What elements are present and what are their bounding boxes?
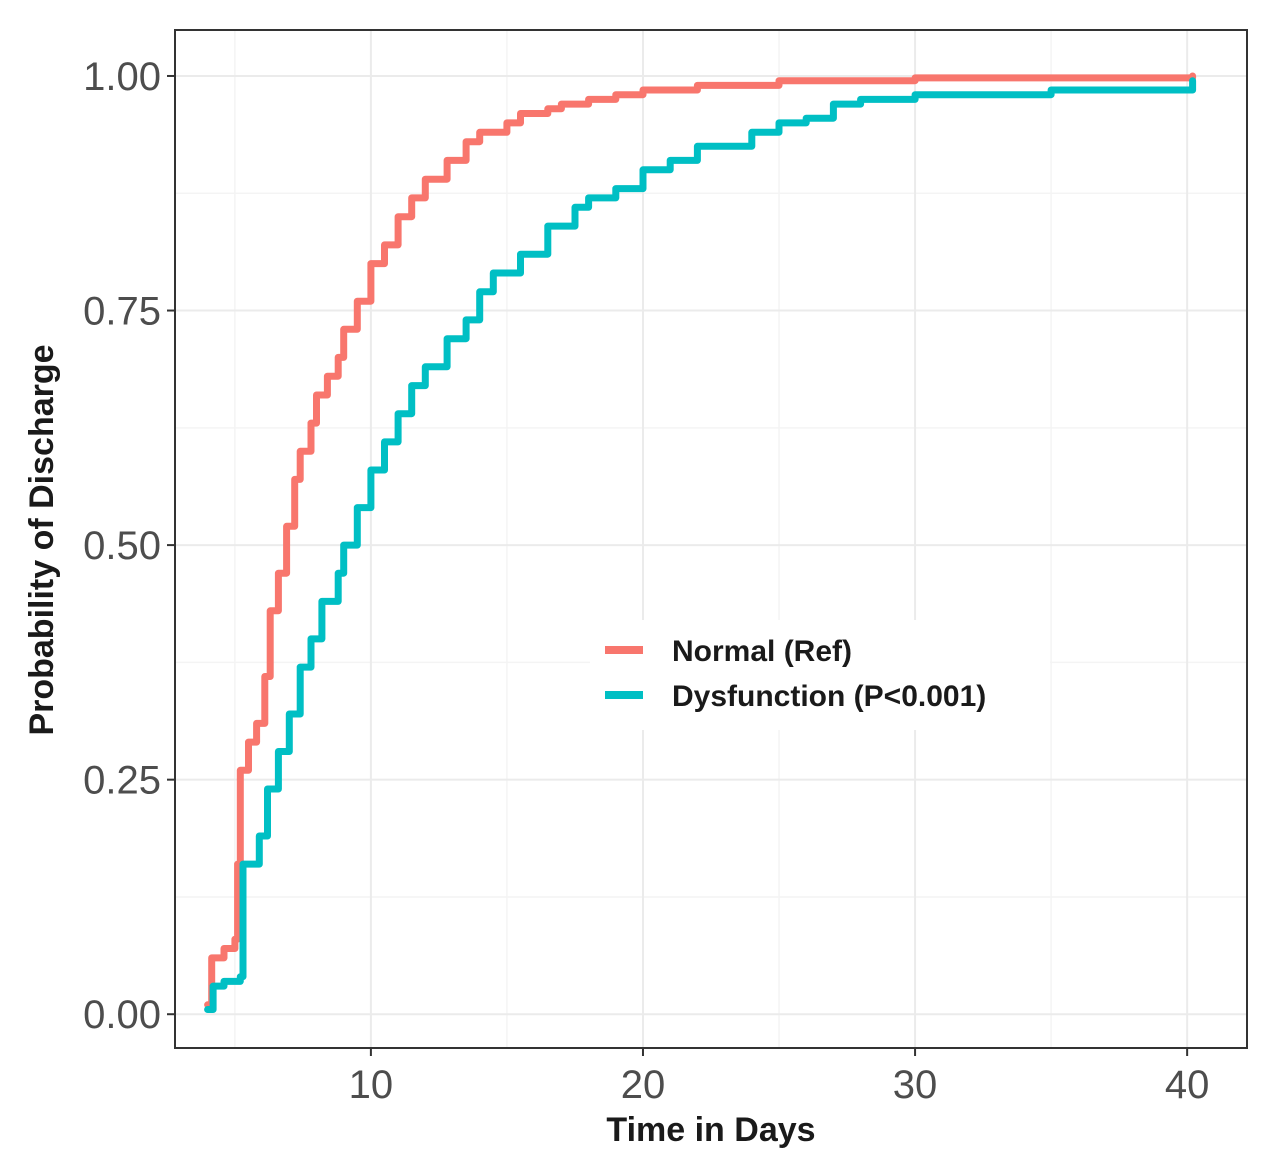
x-tick-label: 30 (893, 1063, 938, 1107)
y-axis-ticks: 0.00 0.25 0.50 0.75 1.00 (83, 55, 175, 1037)
legend-label-normal: Normal (Ref) (672, 635, 852, 668)
y-tick-label: 0.50 (83, 524, 161, 568)
series-line-normal (204, 72, 1197, 1009)
x-tick-label: 40 (1165, 1063, 1210, 1107)
series-line-dysfunction (204, 77, 1197, 1013)
x-axis-title: Time in Days (606, 1111, 815, 1149)
legend-background (590, 620, 1050, 730)
y-axis-title: Probability of Discharge (23, 344, 61, 735)
series-layer (204, 72, 1197, 1013)
y-tick-label: 0.75 (83, 290, 161, 334)
y-tick-label: 0.00 (83, 993, 161, 1037)
y-tick-label: 0.25 (83, 759, 161, 803)
major-gridlines (175, 30, 1247, 1048)
x-axis-ticks: 10 20 30 40 (349, 1048, 1210, 1107)
x-tick-label: 20 (621, 1063, 666, 1107)
x-tick-label: 10 (349, 1063, 394, 1107)
legend: Normal (Ref) Dysfunction (P<0.001) (590, 620, 1050, 730)
plot-panel-border (174, 29, 1248, 1049)
legend-label-dysfunction: Dysfunction (P<0.001) (672, 680, 986, 713)
y-tick-label: 1.00 (83, 55, 161, 99)
